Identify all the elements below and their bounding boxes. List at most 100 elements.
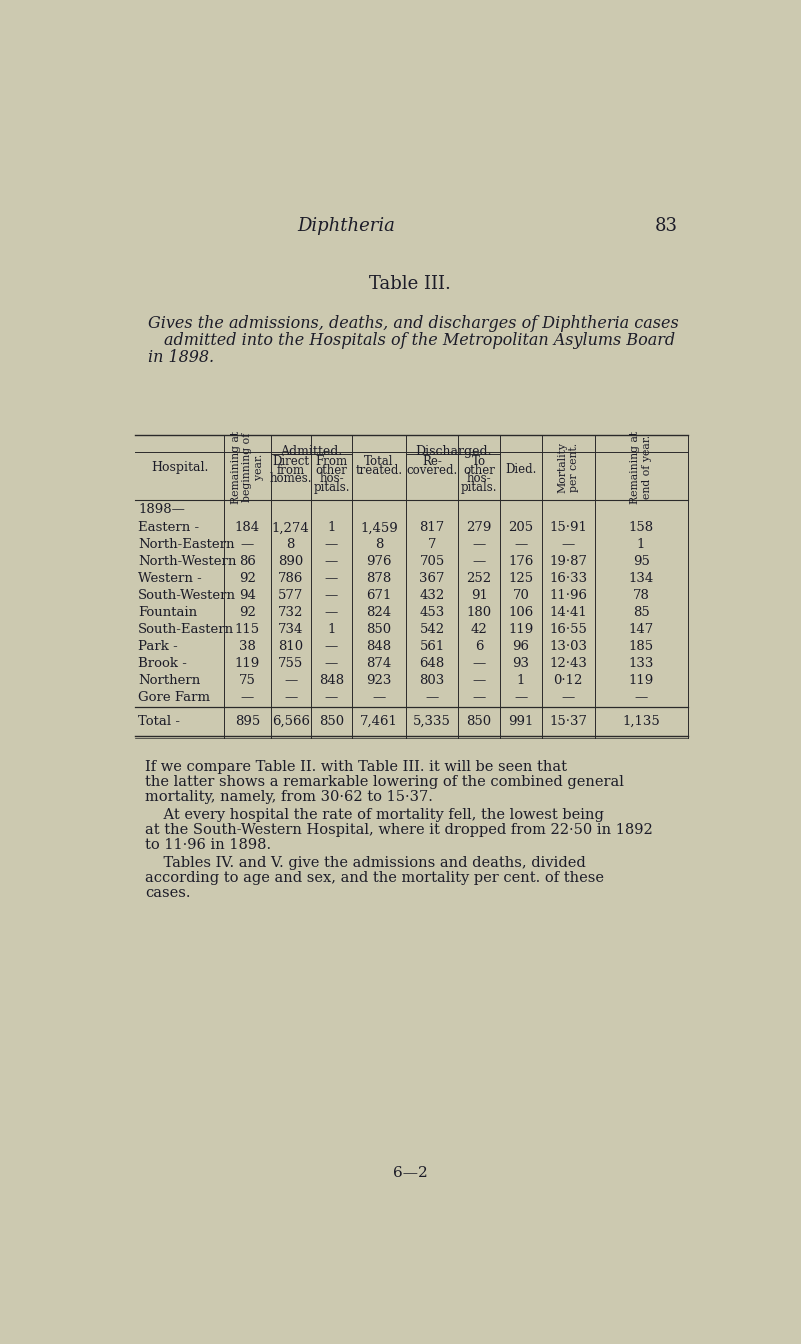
Text: 96: 96 [513, 640, 529, 653]
Text: 0·12: 0·12 [553, 673, 583, 687]
Text: —: — [325, 589, 338, 602]
Text: Mortality
per cent.: Mortality per cent. [557, 442, 579, 493]
Text: mortality, namely, from 30·62 to 15·37.: mortality, namely, from 30·62 to 15·37. [145, 790, 433, 804]
Text: other: other [463, 464, 495, 477]
Text: Northern: Northern [138, 673, 200, 687]
Text: 15·37: 15·37 [549, 715, 587, 728]
Text: 19·87: 19·87 [549, 555, 587, 569]
Text: 6,566: 6,566 [272, 715, 310, 728]
Text: 817: 817 [420, 521, 445, 535]
Text: North-Western: North-Western [138, 555, 236, 569]
Text: Total -: Total - [138, 715, 180, 728]
Text: in 1898.: in 1898. [148, 349, 215, 366]
Text: from: from [276, 464, 305, 477]
Text: North-Eastern: North-Eastern [138, 538, 235, 551]
Text: —: — [473, 538, 485, 551]
Text: —: — [325, 657, 338, 669]
Text: —: — [241, 691, 254, 704]
Text: 755: 755 [278, 657, 304, 669]
Text: South-Western: South-Western [138, 589, 236, 602]
Text: 542: 542 [420, 622, 445, 636]
Text: 367: 367 [420, 573, 445, 585]
Text: 1,459: 1,459 [360, 521, 398, 535]
Text: 119: 119 [235, 657, 260, 669]
Text: Table III.: Table III. [369, 276, 451, 293]
Text: —: — [514, 691, 528, 704]
Text: 279: 279 [466, 521, 492, 535]
Text: —: — [284, 691, 297, 704]
Text: the latter shows a remarkable lowering of the combined general: the latter shows a remarkable lowering o… [145, 775, 624, 789]
Text: —: — [473, 673, 485, 687]
Text: —: — [325, 640, 338, 653]
Text: 803: 803 [420, 673, 445, 687]
Text: —: — [425, 691, 439, 704]
Text: 92: 92 [239, 573, 256, 585]
Text: —: — [325, 606, 338, 620]
Text: pitals.: pitals. [313, 481, 350, 493]
Text: 810: 810 [278, 640, 304, 653]
Text: 850: 850 [466, 715, 492, 728]
Text: 16·33: 16·33 [549, 573, 587, 585]
Text: 106: 106 [509, 606, 533, 620]
Text: 86: 86 [239, 555, 256, 569]
Text: 12·43: 12·43 [549, 657, 587, 669]
Text: other: other [316, 464, 348, 477]
Text: to 11·96 in 1898.: to 11·96 in 1898. [145, 839, 272, 852]
Text: 976: 976 [366, 555, 392, 569]
Text: 671: 671 [366, 589, 392, 602]
Text: 91: 91 [471, 589, 488, 602]
Text: 16·55: 16·55 [549, 622, 587, 636]
Text: —: — [241, 538, 254, 551]
Text: —: — [325, 691, 338, 704]
Text: 158: 158 [629, 521, 654, 535]
Text: 92: 92 [239, 606, 256, 620]
Text: 93: 93 [513, 657, 529, 669]
Text: Died.: Died. [505, 464, 537, 476]
Text: 1: 1 [328, 521, 336, 535]
Text: 923: 923 [366, 673, 392, 687]
Text: 125: 125 [509, 573, 533, 585]
Text: 848: 848 [319, 673, 344, 687]
Text: From: From [316, 456, 348, 469]
Text: Fountain: Fountain [138, 606, 197, 620]
Text: —: — [284, 673, 297, 687]
Text: —: — [325, 573, 338, 585]
Text: Direct: Direct [272, 456, 309, 469]
Text: To: To [472, 456, 486, 469]
Text: 878: 878 [367, 573, 392, 585]
Text: 42: 42 [471, 622, 488, 636]
Text: 453: 453 [420, 606, 445, 620]
Text: 184: 184 [235, 521, 260, 535]
Text: South-Eastern: South-Eastern [138, 622, 234, 636]
Text: 850: 850 [367, 622, 392, 636]
Text: 848: 848 [367, 640, 392, 653]
Text: 732: 732 [278, 606, 304, 620]
Text: 8: 8 [375, 538, 384, 551]
Text: Hospital.: Hospital. [151, 461, 208, 474]
Text: 6—2: 6—2 [392, 1167, 428, 1180]
Text: 5,335: 5,335 [413, 715, 451, 728]
Text: 14·41: 14·41 [549, 606, 587, 620]
Text: according to age and sex, and the mortality per cent. of these: according to age and sex, and the mortal… [145, 871, 604, 886]
Text: cases.: cases. [145, 886, 191, 900]
Text: 577: 577 [278, 589, 304, 602]
Text: Total: Total [364, 456, 394, 469]
Text: Discharged.: Discharged. [415, 445, 491, 458]
Text: 6: 6 [475, 640, 483, 653]
Text: 991: 991 [509, 715, 533, 728]
Text: Diphtheria: Diphtheria [298, 216, 396, 235]
Text: 1,135: 1,135 [622, 715, 660, 728]
Text: 185: 185 [629, 640, 654, 653]
Text: Remaining at
beginning of
year.: Remaining at beginning of year. [231, 431, 264, 504]
Text: Gore Farm: Gore Farm [138, 691, 210, 704]
Text: homes.: homes. [269, 472, 312, 485]
Text: 895: 895 [235, 715, 260, 728]
Text: pitals.: pitals. [461, 481, 497, 493]
Text: 70: 70 [513, 589, 529, 602]
Text: 890: 890 [278, 555, 304, 569]
Text: 648: 648 [420, 657, 445, 669]
Text: 1: 1 [328, 622, 336, 636]
Text: —: — [372, 691, 386, 704]
Text: 15·91: 15·91 [549, 521, 587, 535]
Text: —: — [634, 691, 648, 704]
